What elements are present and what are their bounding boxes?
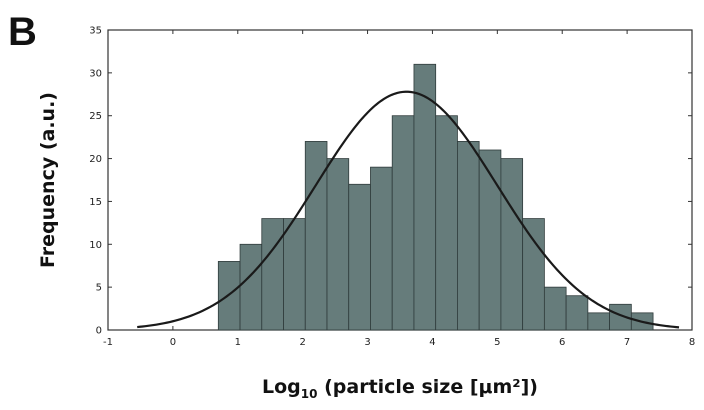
histogram-bar: [413, 63, 437, 331]
histogram-bar: [457, 141, 480, 331]
histogram-bar: [587, 312, 610, 331]
x-tick-label: 7: [624, 337, 630, 348]
y-tick-label: 5: [96, 283, 102, 294]
fit-curve: [137, 90, 680, 329]
x-tick-label: 3: [364, 337, 370, 348]
y-axis-label: Frequency (a.u.): [37, 92, 59, 268]
histogram-bar: [565, 295, 589, 331]
x-tick-label: 4: [429, 337, 435, 348]
histogram-bar: [500, 158, 524, 331]
y-tick-label: 35: [89, 26, 102, 37]
y-tick-label: 10: [89, 240, 102, 251]
histogram-bars: [217, 63, 654, 331]
x-tick-label: -1: [103, 337, 113, 348]
histogram-bar: [391, 115, 415, 331]
histogram-bar: [522, 218, 545, 331]
y-tick-label: 15: [89, 197, 102, 208]
histogram-bar: [239, 243, 263, 331]
histogram-bar: [326, 158, 350, 331]
x-tick-label: 1: [235, 337, 241, 348]
histogram-bar: [370, 166, 393, 331]
histogram-bar: [304, 141, 328, 331]
x-tick-label: 2: [299, 337, 305, 348]
histogram-bar: [283, 218, 306, 331]
x-tick-label: 6: [559, 337, 565, 348]
y-tick-label: 25: [89, 111, 102, 122]
y-axis: 0 5 10 15 20 25 30 35: [89, 26, 692, 337]
histogram-bar: [261, 218, 284, 331]
panel-label: B: [8, 10, 37, 54]
x-tick-label: 0: [170, 337, 176, 348]
histogram-bar: [348, 183, 371, 331]
x-tick-label: 8: [689, 337, 695, 348]
y-tick-label: 30: [89, 68, 102, 79]
histogram-bar: [543, 286, 567, 331]
histogram-bar: [478, 149, 502, 331]
x-axis-label: Log10 (particle size [μm²]): [262, 376, 538, 401]
histogram-bar: [435, 115, 458, 331]
y-tick-label: 0: [96, 326, 102, 337]
y-tick-label: 20: [89, 154, 102, 165]
x-tick-label: 5: [494, 337, 500, 348]
